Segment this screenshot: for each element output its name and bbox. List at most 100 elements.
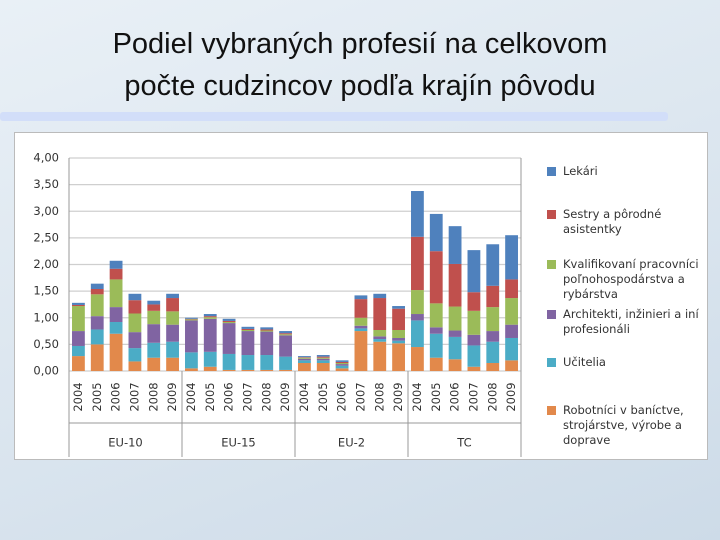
bar-segment [467,250,481,293]
bar-segment [448,226,462,264]
bar-segment [316,355,330,357]
bar-segment [128,293,142,301]
x-tick-label: 2004 [410,382,424,411]
bar-segment [185,352,198,369]
bar-segment [392,343,405,371]
bar-segment [486,363,500,371]
bar-segment [486,244,500,286]
legend-swatch [547,310,556,319]
bar-segment [147,310,161,325]
legend-label: Robotníci v baníctve, strojárstve, výrob… [563,403,684,447]
y-tick-label: 0,00 [33,364,59,378]
bar-segment [335,360,349,362]
bar-segment [279,356,292,370]
bar-segment [185,317,198,319]
bar-segment [354,328,368,332]
x-tick-label: 2006 [335,382,349,411]
bar-segment [411,347,424,371]
legend-entry: Robotníci v baníctve, strojárstve, výrob… [547,403,718,448]
bar-segment [185,318,198,320]
legend-entry: Lekári [547,164,718,179]
bar-segment [109,279,123,308]
bar-segment [222,318,236,321]
bar-segment [335,363,349,365]
y-tick-label: 2,00 [33,257,59,271]
legend-label: Učitelia [563,355,606,369]
bar-segment [222,320,236,323]
bar-segment [505,324,518,338]
bar-segment [298,356,311,358]
bar-segment [279,335,292,357]
bar-segment [260,369,274,371]
bar-segment [72,331,85,346]
x-tick-label: 2004 [71,382,85,411]
bar-segment [203,317,217,319]
bar-segment [448,263,462,307]
bar-segment [241,329,255,332]
legend-label: Lekári [563,164,598,178]
bar-segment [128,348,142,362]
bar-segment [260,330,274,332]
x-tick-label: 2007 [466,382,480,411]
bar-segment [203,316,217,318]
x-tick-label: 2009 [165,382,179,411]
bar-segment [166,311,179,325]
bar-segment [166,324,179,342]
bar-segment [185,320,198,353]
bar-segment [335,361,349,364]
bar-segment [166,298,179,312]
bar-segment [279,369,292,371]
bar-segment [354,299,368,318]
bar-segment [429,213,443,252]
bar-segment [298,360,311,364]
bar-segment [354,325,368,329]
bar-segment [335,365,349,369]
bar-segment [505,235,518,280]
group-label: EU-2 [338,436,365,450]
bar-segment [373,341,387,371]
x-tick-label: 2009 [504,382,518,411]
y-tick-label: 1,50 [33,284,59,298]
bar-segment [128,332,142,349]
bar-segment [279,334,292,336]
legend-swatch [547,406,556,415]
bar-segment [241,328,255,330]
bar-segment [109,268,123,280]
y-tick-label: 3,00 [33,204,59,218]
bar-segment [298,357,311,358]
bar-segment [316,360,330,364]
x-tick-label: 2005 [203,382,217,411]
bar-segment [411,191,424,237]
bar-segment [222,369,236,371]
legend-entry: Kvalifikovaní pracovníci poľnohospodárst… [547,257,718,302]
bar-segment [316,357,330,359]
bar-segment [354,295,368,300]
x-tick-label: 2005 [316,382,330,411]
bar-segment [90,316,104,330]
bar-segment [241,355,255,370]
chart: 0,00 0,50 1,00 1,50 2,00 2,50 3,00 3,50 4,00 EU-1… [33,151,522,457]
x-tick-label: 2007 [240,382,254,411]
x-tick-label: 2004 [184,382,198,411]
legend-swatch [547,167,556,176]
legend-swatch [547,358,556,367]
bar-segment [411,320,424,348]
bar-segment [316,356,330,358]
bar-segment [90,288,104,295]
group-label: TC [456,436,471,450]
x-tick-label: 2008 [372,382,386,411]
legend-swatch [547,260,556,269]
bar-segment [373,336,387,340]
bar-segment [166,293,179,299]
bar-segment [72,306,85,332]
bar-segment [279,331,292,334]
chart-panel: 0,00 0,50 1,00 1,50 2,00 2,50 3,00 3,50 4,00 EU-1… [14,132,708,460]
bar-segment [203,351,217,367]
x-tick-label: 2006 [448,382,462,411]
x-tick-label: 2009 [278,382,292,411]
bar-segment [429,303,443,328]
bar-segment [373,293,387,299]
bar-segment [335,364,349,366]
legend-label: Kvalifikovaní pracovníci poľnohospodárst… [563,257,699,301]
y-tick-label: 2,50 [33,230,59,244]
